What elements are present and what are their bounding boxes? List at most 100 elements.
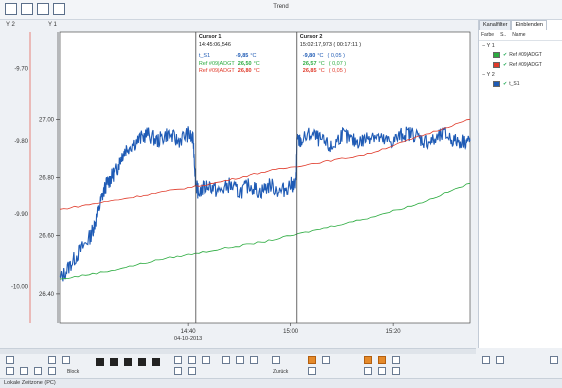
column-color: Farbe [481,32,495,38]
bottom-toolbar: Block Zurück [0,354,562,378]
cursor-channel-name: t_S1 [198,53,211,59]
color-swatch [493,81,500,87]
settings-icon[interactable] [37,3,49,15]
cursor-value-row: 26,85 °C( 0,05 ) [300,68,361,76]
trend-chart[interactable]: -9.70 -9.80 -9.90 -10.00 27.00 26.80 26.60 26.… [0,28,476,348]
zoom-range-icon[interactable] [202,356,210,364]
cursor-readout-2: Cursor 2 15:02:17,973 ( 00:17:11 ) -9,80 °C… [300,34,361,76]
undo-icon[interactable] [272,356,280,364]
fit-icon[interactable] [236,356,244,364]
cursor-unit: °C [318,60,325,67]
check-icon[interactable]: ✔ [503,52,508,58]
table-view-icon[interactable] [21,3,33,15]
panel-filter-icon[interactable] [496,356,504,364]
y2-axis-label: Y 2 [6,22,15,28]
x-tick-label: 15:20 [386,329,402,335]
cursor-value: 26,80 [237,68,252,74]
tab-einblenden[interactable]: Einblenden [511,20,547,30]
check-icon[interactable]: ✔ [503,81,508,87]
shrink-y-icon[interactable] [188,367,196,375]
tab-kanalfilter[interactable]: Kanalfilter [479,20,512,30]
axis-icon[interactable] [6,356,14,364]
zoom-x-reset-icon[interactable] [322,356,330,364]
x-tick-label: 15:00 [283,329,299,335]
curve-icon[interactable] [6,367,14,375]
line-icon[interactable] [20,367,28,375]
color-swatch [493,52,500,58]
panel-settings-icon[interactable] [482,356,490,364]
cursor-unit: °C [317,53,324,59]
cursor-delta: ( 0,05 ) [327,53,345,59]
group-y2[interactable]: − Y 2 [482,72,495,78]
export-chart-icon[interactable] [308,367,316,375]
y2-tick-label: -9.80 [14,139,28,145]
trend-chart-svg[interactable]: -9.70 -9.80 -9.90 -10.00 27.00 26.80 26.60 26.… [0,28,476,348]
series-line-3 [59,182,471,280]
channel-row[interactable]: ✔ Ref #09|ADGT [479,60,562,70]
shrink-x-icon[interactable] [188,356,196,364]
top-toolbar: Trend [0,0,562,20]
cursor-readout-1: Cursor 1 14:45:06,546 t_S1 -9,85 °C Ref #09|A… [199,34,260,76]
arrow-right-end-icon[interactable] [152,358,160,366]
cursor-value: -9,85 [235,53,249,59]
y1-tick-label: 26.40 [39,292,55,298]
pan-icon[interactable] [250,356,258,364]
copy-icon[interactable] [364,356,372,364]
zoom-x-icon[interactable] [48,356,56,364]
cursor-value-row: Ref #09|ADGT 26,50 °C [199,61,260,69]
column-name: Name [512,32,526,38]
group-y1[interactable]: − Y 1 [482,43,495,49]
cursor-title: Cursor 2 [299,34,323,40]
cursor-value-row: t_S1 -9,85 °C [199,53,260,61]
image-icon[interactable] [378,356,386,364]
print-preview-icon[interactable] [378,367,386,375]
cursor-delta: ( 0,05 ) [328,68,347,74]
cursor-title: Cursor 1 [198,34,222,40]
cursor-value: 26,50 [237,60,252,67]
save-icon[interactable] [392,356,400,364]
cursor-unit: °C [253,60,260,67]
y2-tick-label: -9.70 [14,66,28,72]
cursor-value: -9,80 [302,53,316,59]
cursor-unit: °C [253,68,260,74]
horizontal-scrollbar[interactable] [0,348,476,354]
cursor-time: 15:02:17,973 ( 00:17:11 ) [299,41,362,48]
page-setup-icon[interactable] [392,367,400,375]
column-status: S.. [500,32,507,38]
grid-icon[interactable] [34,367,42,375]
block-label[interactable]: Block [67,369,80,375]
expand-x-icon[interactable] [174,356,182,364]
arrow-right-icon[interactable] [110,358,118,366]
channel-row[interactable]: ✔ t_S1 [479,79,562,89]
cursor-value: 26,85 [302,68,317,74]
y1-tick-label: 26.80 [39,176,55,182]
chart-view-icon[interactable] [5,3,17,15]
y1-tick-label: 27.00 [39,117,55,123]
series-line-1 [59,126,471,282]
channel-row[interactable]: ✔ Ref #09|ADGT [479,50,562,60]
arrow-down-icon[interactable] [138,358,146,366]
color-swatch [493,62,500,68]
export-icon[interactable] [53,3,65,15]
zoom-y-icon[interactable] [62,356,70,364]
status-text: Lokale Zeitzone (PC) [4,380,56,386]
scale-icon[interactable] [48,367,56,375]
expand-y-icon[interactable] [174,367,182,375]
arrow-left-icon[interactable] [96,358,104,366]
back-label[interactable]: Zurück [273,369,289,375]
y1-tick-label: 26.60 [39,234,55,240]
y1-axis-label: Y 1 [48,22,57,28]
channel-columns: Farbe S.. Name [479,30,562,41]
reset-zoom-icon[interactable] [308,356,316,364]
y2-tick-label: -10.00 [11,285,29,291]
zoom-box-icon[interactable] [222,356,230,364]
print-icon[interactable] [364,367,372,375]
cursor-unit: °C [250,53,257,59]
cursor-value-row: Ref #09|ADGT 26,80 °C [199,68,260,76]
window-title: Trend [273,4,289,10]
arrow-up-icon[interactable] [124,358,132,366]
panel-close-icon[interactable] [550,356,558,364]
cursor-delta: ( 0,07 ) [328,60,347,67]
check-icon[interactable]: ✔ [503,62,508,68]
